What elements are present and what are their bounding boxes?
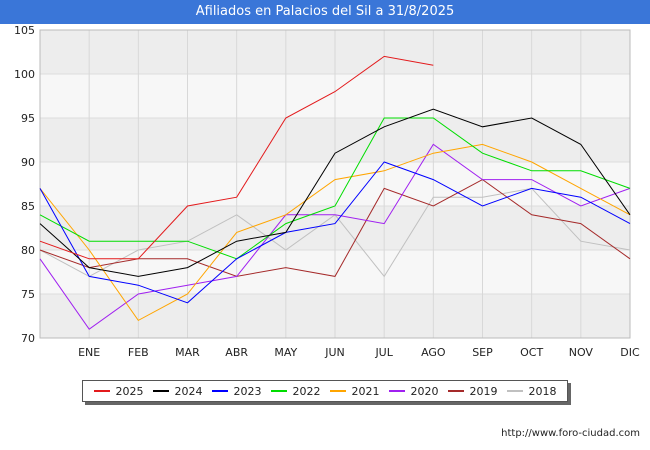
x-tick-label: AGO — [421, 346, 446, 359]
legend-swatch — [93, 390, 110, 392]
source-footer: http://www.foro-ciudad.com — [501, 428, 640, 439]
legend-label: 2025 — [115, 384, 144, 398]
legend-swatch — [329, 390, 346, 392]
legend-swatch — [152, 390, 169, 392]
y-tick-label: 105 — [14, 24, 35, 37]
x-tick-label: ABR — [225, 346, 248, 359]
x-tick-label: JUL — [374, 346, 393, 359]
x-tick-label: MAY — [274, 346, 297, 359]
y-tick-label: 80 — [21, 244, 35, 257]
legend-item-2023: 2023 — [211, 384, 262, 398]
y-tick-label: 100 — [14, 68, 35, 81]
series-line-2020 — [39, 143, 631, 330]
legend-item-2025: 2025 — [93, 384, 144, 398]
series-line-2021 — [39, 143, 631, 322]
legend-item-2024: 2024 — [152, 384, 203, 398]
legend-swatch — [447, 390, 464, 392]
plot-frame — [39, 29, 631, 339]
legend-label: 2023 — [233, 384, 262, 398]
series-line-2025 — [39, 55, 434, 260]
y-tick-label: 95 — [21, 112, 35, 125]
legend-label: 2018 — [528, 384, 557, 398]
x-tick-label: ENE — [78, 346, 100, 359]
legend-item-2021: 2021 — [329, 384, 380, 398]
y-tick-label: 75 — [21, 288, 35, 301]
legend-item-2022: 2022 — [270, 384, 321, 398]
series-line-2022 — [39, 117, 631, 260]
legend-swatch — [388, 390, 405, 392]
legend-swatch — [506, 390, 523, 392]
x-tick-label: NOV — [569, 346, 594, 359]
legend-item-2020: 2020 — [388, 384, 439, 398]
series-line-2024 — [39, 108, 631, 277]
legend-label: 2021 — [351, 384, 380, 398]
x-tick-label: OCT — [520, 346, 543, 359]
chart-legend: 2025 2024 2023 2022 2021 2020 2019 2018 — [82, 380, 568, 402]
x-tick-label: DIC — [620, 346, 640, 359]
x-tick-label: JUN — [324, 346, 345, 359]
x-tick-label: MAR — [175, 346, 200, 359]
legend-label: 2022 — [292, 384, 321, 398]
y-tick-label: 70 — [21, 332, 35, 345]
legend-label: 2019 — [469, 384, 498, 398]
y-tick-label: 90 — [21, 156, 35, 169]
legend-label: 2020 — [410, 384, 439, 398]
y-tick-label: 85 — [21, 200, 35, 213]
legend-swatch — [270, 390, 287, 392]
legend-item-2018: 2018 — [506, 384, 557, 398]
x-tick-label: SEP — [472, 346, 493, 359]
chart-title: Afiliados en Palacios del Sil a 31/8/202… — [0, 0, 650, 24]
legend-label: 2024 — [174, 384, 203, 398]
x-tick-label: FEB — [128, 346, 149, 359]
legend-item-2019: 2019 — [447, 384, 498, 398]
legend-swatch — [211, 390, 228, 392]
series-line-2023 — [39, 161, 631, 304]
